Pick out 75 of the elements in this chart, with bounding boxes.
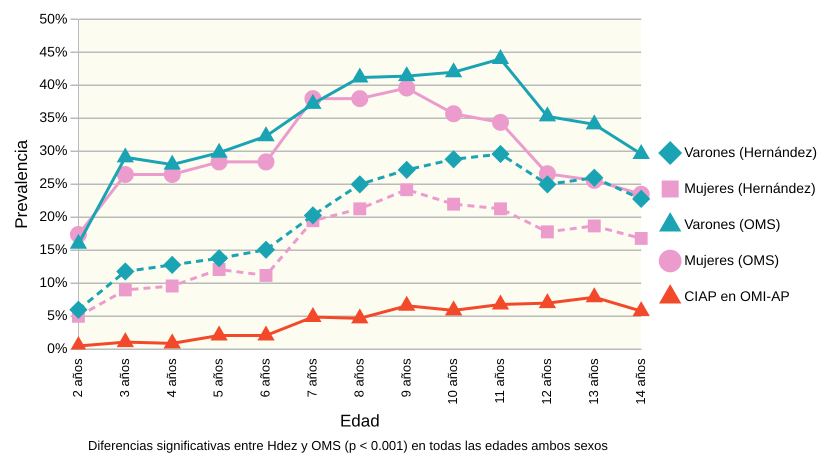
x-tick-label: 2 años xyxy=(70,358,85,398)
point xyxy=(540,225,554,238)
y-tick-label: 5% xyxy=(47,307,68,324)
point xyxy=(399,297,414,311)
y-tick-label: 40% xyxy=(39,76,68,92)
point xyxy=(634,232,648,245)
point xyxy=(400,183,414,196)
x-tick-label: 4 años xyxy=(164,358,179,398)
point xyxy=(445,150,462,168)
point xyxy=(70,235,86,249)
point xyxy=(492,146,509,163)
point xyxy=(212,326,227,340)
point xyxy=(445,105,462,122)
x-tick-label: 9 años xyxy=(398,358,414,398)
point xyxy=(164,256,181,274)
y-tick-label: 25% xyxy=(39,175,68,192)
x-tick-label: 14 años xyxy=(632,358,648,405)
point xyxy=(492,114,509,131)
x-tick-label: 8 años xyxy=(351,358,366,398)
legend-label: CIAP en OMI-AP xyxy=(684,288,790,304)
point xyxy=(492,296,508,310)
y-tick-label: 45% xyxy=(39,43,68,60)
legend-label: Mujeres (OMS) xyxy=(684,252,780,268)
y-tick-label: 50% xyxy=(39,10,68,26)
y-tick-label: 35% xyxy=(39,109,68,126)
x-tick-label: 6 años xyxy=(258,358,273,398)
x-tick-label: 10 años xyxy=(445,358,460,405)
y-tick-label: 15% xyxy=(39,241,68,258)
point xyxy=(212,263,226,276)
point xyxy=(305,308,320,322)
point xyxy=(446,302,462,316)
point xyxy=(258,326,274,340)
x-tick-label: 7 años xyxy=(304,358,320,398)
point xyxy=(210,250,228,267)
point xyxy=(116,262,134,280)
text: Diferencias significativas entre Hdez y OMS (p < 0.001) en todas las edades ambos sexos xyxy=(87,438,609,453)
point xyxy=(304,206,322,224)
point xyxy=(540,294,555,308)
x-tick-label: 13 años xyxy=(586,358,601,405)
legend-label: Mujeres (Hernández) xyxy=(684,180,816,196)
point xyxy=(260,268,272,282)
x-tick-label: 12 años xyxy=(538,358,554,405)
point xyxy=(588,219,601,232)
point xyxy=(351,176,368,193)
point xyxy=(632,190,650,208)
point xyxy=(353,202,366,216)
point xyxy=(118,334,133,348)
point xyxy=(352,310,368,324)
legend-label: Varones (OMS) xyxy=(684,216,780,232)
legend-label: Varones (Hernández) xyxy=(684,144,818,160)
y-tick-label: 20% xyxy=(39,208,68,224)
point xyxy=(447,198,460,211)
y-tick-label: 0% xyxy=(47,340,68,356)
point xyxy=(118,284,132,296)
point xyxy=(398,80,416,97)
point xyxy=(634,302,649,316)
y-tick-label: 30% xyxy=(39,142,68,158)
point xyxy=(258,153,275,170)
point xyxy=(398,161,416,178)
x-tick-label: 5 años xyxy=(210,358,226,398)
point xyxy=(258,241,275,258)
point xyxy=(538,176,556,193)
point xyxy=(164,334,180,348)
point xyxy=(586,288,602,302)
point xyxy=(351,90,368,108)
point xyxy=(70,301,87,318)
point xyxy=(166,280,179,292)
point xyxy=(70,338,86,350)
x-tick-label: 11 años xyxy=(492,358,508,404)
x-axis-title: Edad xyxy=(340,411,380,430)
point xyxy=(494,202,507,216)
point xyxy=(116,166,134,183)
y-tick-label: 10% xyxy=(39,274,68,290)
y-axis-title: Prevalencia xyxy=(12,139,31,229)
x-tick-label: 3 años xyxy=(116,358,132,398)
